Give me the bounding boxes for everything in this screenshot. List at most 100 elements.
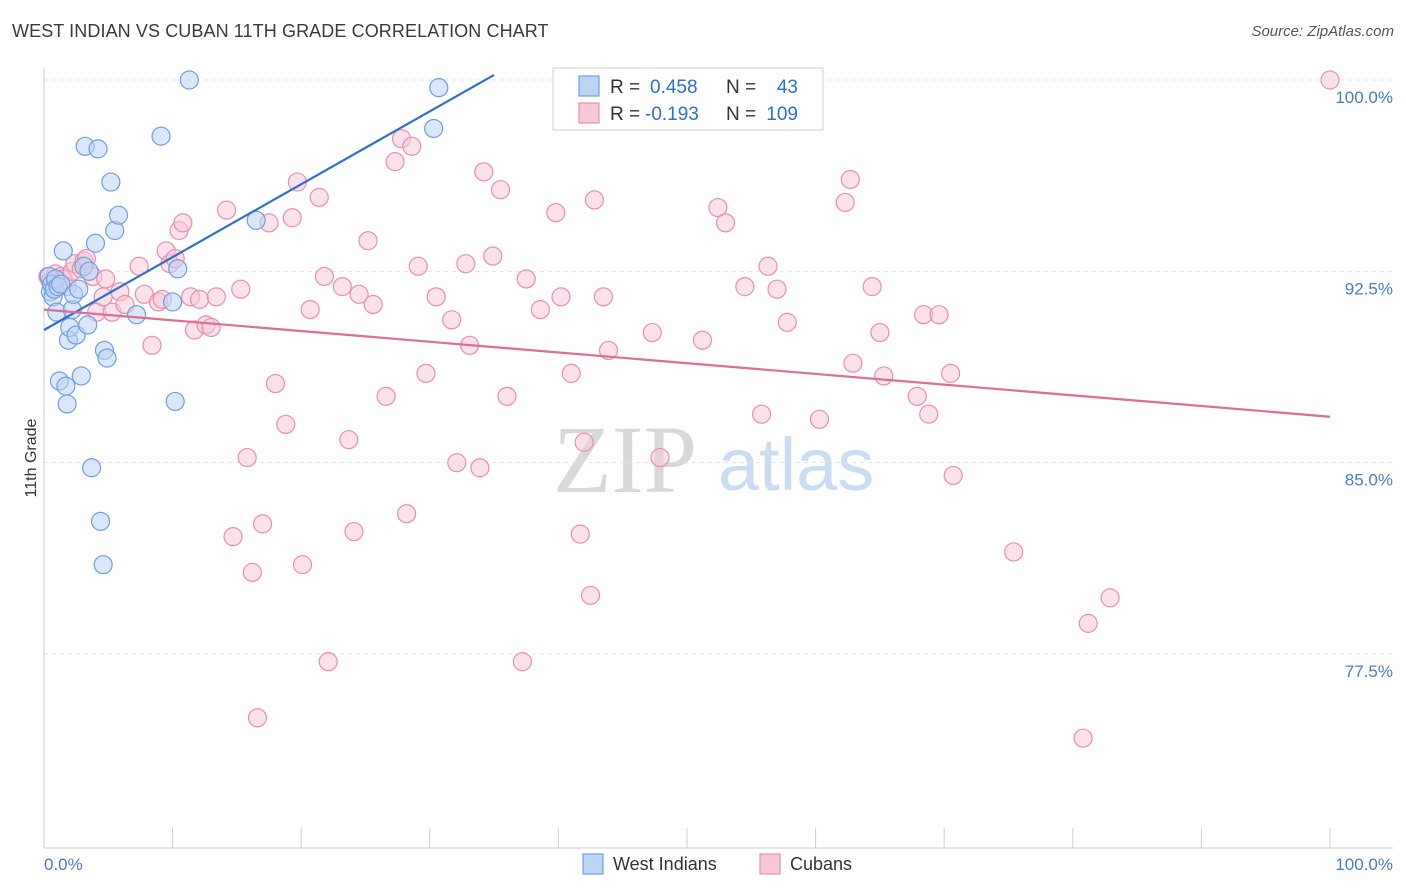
cubans-point-29 (173, 213, 193, 233)
cubans-point-107 (919, 404, 939, 424)
cubans-point-59 (376, 386, 396, 406)
legend-n-value-1: 43 (777, 77, 798, 98)
cubans-point-55 (344, 521, 364, 542)
cubans-point-67 (442, 310, 462, 330)
cubans-point-64 (408, 256, 428, 276)
cubans-point-82 (570, 524, 590, 544)
cubans-point-22 (142, 335, 162, 355)
bottom-legend-label-west-indians: West Indians (613, 854, 717, 874)
cubans-point-73 (483, 246, 503, 266)
cubans-point-42 (253, 514, 273, 534)
cubans-point-75 (497, 386, 517, 406)
west-indians-point-36 (163, 292, 183, 312)
cubans-point-60 (385, 152, 405, 172)
cubans-point-92 (715, 213, 736, 233)
watermark-atlas: atlas (718, 423, 874, 506)
series-legend: West Indians Cubans (582, 853, 852, 875)
west-indians-point-42 (429, 78, 449, 98)
cubans-point-104 (874, 366, 894, 386)
cubans-point-101 (843, 353, 863, 373)
cubans-trend-line (43, 308, 1331, 418)
west-indians-point-35 (151, 126, 171, 146)
cubans-point-96 (767, 279, 787, 299)
cubans-point-113 (1078, 613, 1098, 633)
cubans-point-63 (402, 136, 422, 156)
cubans-point-105 (907, 386, 927, 406)
cubans-point-112 (1073, 728, 1093, 748)
legend-r-value-2: -0.193 (645, 104, 699, 125)
cubans-point-65 (416, 363, 436, 383)
cubans-point-37 (223, 527, 243, 547)
cubans-point-71 (470, 458, 490, 478)
cubans-point-72 (474, 162, 494, 182)
cubans-point-48 (292, 555, 313, 575)
west-indians-point-37 (165, 391, 185, 412)
cubans-point-114 (1100, 588, 1120, 608)
cubans-point-111 (1004, 542, 1024, 562)
cubans-point-76 (512, 652, 532, 672)
cubans-point-109 (941, 363, 961, 383)
cubans-point-35 (206, 287, 226, 307)
cubans-point-97 (777, 312, 797, 332)
cubans-point-77 (516, 269, 536, 289)
cubans-point-40 (242, 562, 262, 582)
west-indians-point-38 (168, 259, 188, 279)
cubans-point-86 (593, 287, 614, 307)
series-west-indians (39, 70, 449, 575)
watermark-zip: ZIP (553, 406, 697, 513)
west-indians-point-41 (424, 118, 444, 139)
west-indians-point-33 (108, 205, 129, 225)
y-tick-label-2: 85.0% (1345, 471, 1393, 490)
cubans-point-90 (692, 330, 713, 350)
west-indians-point-22 (78, 315, 98, 335)
bottom-legend-swatch-cubans (759, 853, 781, 875)
y-tick-label-1: 92.5% (1345, 279, 1393, 298)
cubans-point-81 (561, 363, 581, 383)
cubans-point-41 (247, 708, 268, 728)
y-tick-label-0: 100.0% (1335, 88, 1393, 107)
cubans-point-36 (217, 200, 237, 220)
stats-legend: R = 0.458 N = 43 R = -0.193 N = 109 (552, 67, 824, 131)
cubans-point-103 (870, 322, 890, 343)
west-indians-point-31 (101, 172, 121, 192)
west-indians-point-25 (85, 233, 106, 253)
cubans-point-58 (363, 294, 383, 315)
legend-swatch-cubans (578, 102, 600, 124)
west-indians-point-28 (93, 555, 113, 575)
west-indians-point-30 (97, 348, 117, 368)
cubans-point-93 (735, 277, 755, 297)
west-indians-point-24 (81, 458, 102, 478)
cubans-point-46 (282, 208, 302, 228)
cubans-point-110 (943, 465, 963, 486)
cubans-point-57 (358, 231, 378, 251)
legend-n-value-2: 109 (766, 104, 798, 125)
cubans-point-100 (840, 169, 860, 190)
west-indians-point-18 (69, 279, 89, 299)
cubans-point-50 (309, 187, 329, 207)
cubans-point-69 (456, 254, 476, 274)
x-tick-left: 0.0% (44, 855, 83, 874)
west-indians-point-39 (179, 70, 199, 90)
y-axis-label: 11th Grade (23, 418, 40, 497)
cubans-point-32 (190, 289, 210, 309)
west-indians-point-23 (79, 261, 99, 281)
west-indians-point-19 (71, 366, 91, 386)
cubans-point-87 (598, 340, 619, 361)
source-label: Source: ZipAtlas.com (1251, 23, 1394, 40)
legend-r-value-1: 0.458 (650, 77, 698, 98)
cubans-point-88 (642, 322, 662, 343)
trend-lines (43, 73, 1331, 418)
cubans-point-83 (574, 432, 594, 452)
west-indians-point-11 (56, 376, 76, 396)
cubans-point-51 (314, 266, 334, 287)
west-indians-point-27 (90, 511, 111, 531)
west-indians-point-34 (126, 305, 147, 325)
cubans-point-85 (584, 190, 605, 210)
cubans-point-89 (650, 447, 670, 468)
legend-n-label-1: N = (726, 77, 756, 98)
cubans-point-56 (349, 284, 369, 304)
cubans-point-84 (580, 585, 601, 605)
cubans-point-54 (339, 430, 359, 450)
cubans-point-94 (751, 404, 772, 424)
